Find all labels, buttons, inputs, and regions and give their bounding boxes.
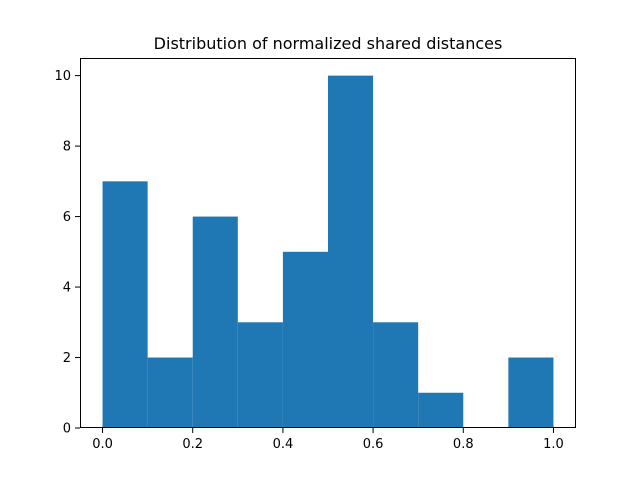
x-tick-label: 0.6 [363, 437, 384, 452]
histogram-bar [508, 357, 554, 428]
y-tick-label: 0 [63, 422, 71, 437]
plot-frame [80, 58, 576, 428]
histogram-bar [237, 322, 283, 428]
x-tick-label: 0.2 [182, 437, 203, 452]
histogram-bar [328, 75, 374, 428]
histogram-bar [373, 322, 419, 428]
histogram-bar [147, 357, 193, 428]
y-tick-label: 2 [63, 351, 71, 366]
x-tick-label: 0.4 [273, 437, 294, 452]
y-tick-label: 10 [54, 69, 71, 84]
x-tick-label: 1.0 [543, 437, 564, 452]
y-axis-ticks: 0 2 4 6 8 10 [54, 69, 80, 437]
y-tick-label: 6 [63, 210, 71, 225]
histogram-bar [102, 181, 148, 428]
x-axis-ticks: 0.0 0.2 0.4 0.6 0.8 1.0 [92, 428, 564, 452]
y-tick-label: 8 [63, 140, 71, 155]
histogram-bar [282, 251, 328, 428]
x-tick-label: 0.0 [92, 437, 113, 452]
bars-group [102, 75, 554, 428]
histogram-bar [418, 392, 464, 428]
histogram-bar [192, 216, 238, 428]
y-tick-label: 4 [63, 281, 71, 296]
x-tick-label: 0.8 [453, 437, 474, 452]
chart-title: Distribution of normalized shared distan… [154, 34, 503, 53]
